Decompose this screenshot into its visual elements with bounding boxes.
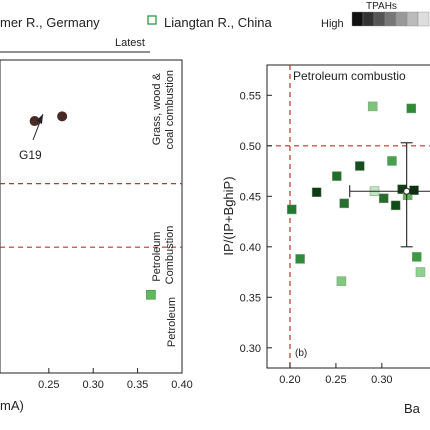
g19-arrowhead [36, 114, 43, 124]
gradient-title: TPAHs [366, 1, 397, 12]
legend-entry-germany: mer R., Germany [0, 15, 100, 30]
y-tick-label: 0.40 [240, 242, 261, 254]
y-tick-label: 0.30 [240, 343, 261, 355]
x-tick-label: 0.25 [38, 379, 59, 391]
region-label-petroleum-combustion-b: Petroleum combustio [293, 69, 406, 83]
china-point [287, 204, 297, 215]
y-tick-label: 0.50 [240, 141, 261, 153]
china-point [387, 156, 397, 166]
china-point [355, 161, 365, 171]
china-point [339, 198, 349, 209]
china-point [311, 187, 322, 198]
germany-point [57, 111, 68, 122]
legend-square-icon [147, 15, 157, 25]
gradient-swatch [373, 11, 386, 27]
tpah-gradient-bar [351, 11, 430, 27]
panel-a-x-axis: 0.25 0.30 0.35 0.40 [38, 368, 193, 391]
panel-b-frame [266, 64, 430, 369]
china-point [409, 185, 419, 195]
panel-a-frame [0, 59, 183, 374]
panel-a-points [29, 111, 156, 300]
x-tick-label: 0.40 [171, 379, 192, 391]
mean-errorbar [349, 142, 430, 248]
china-point [415, 267, 426, 277]
panel-b-xlabel: Ba [404, 401, 421, 416]
china-point [367, 101, 378, 112]
panel-a-xlabel: mA) [0, 398, 24, 413]
china-point [378, 193, 389, 204]
x-tick-label: 0.25 [325, 374, 346, 386]
china-point [390, 200, 401, 211]
y-tick-label: 0.55 [240, 90, 261, 102]
gradient-swatch [384, 11, 397, 27]
china-point [295, 254, 305, 264]
gradient-swatch [395, 11, 408, 27]
errorbar-mean [403, 187, 411, 195]
gradient-swatch [362, 11, 375, 27]
china-point [146, 289, 156, 300]
gradient-swatch [351, 11, 364, 27]
annotation-g19: G19 [19, 148, 42, 162]
germany-point [29, 116, 40, 127]
y-tick-label: 0.45 [240, 191, 261, 203]
y-tick-label: 0.35 [240, 292, 261, 304]
region-label-grass: Grass, wood & coal combustion [151, 70, 176, 150]
legend: mer R., Germany Liangtan R., China High … [0, 1, 430, 53]
panel-b: Petroleum combustio (b) 0.30 0.35 0.40 0.45… [221, 64, 430, 416]
x-tick-label: 0.30 [371, 374, 392, 386]
china-point [332, 171, 342, 181]
china-point [412, 252, 422, 262]
latest-label: Latest [115, 37, 145, 49]
panel-b-ylabel: IP/(IP+BghiP) [221, 176, 236, 255]
x-tick-label: 0.20 [279, 374, 300, 386]
region-label-petroleum-combustion: Petroleum Combustion [151, 226, 176, 285]
gradient-high-label: High [321, 18, 344, 30]
panel-b-axes: 0.30 0.35 0.40 0.45 0.50 0.55 0.20 0.25 0.30 [240, 90, 393, 386]
gradient-swatch [417, 11, 430, 27]
china-point [336, 276, 347, 286]
x-tick-label: 0.35 [127, 379, 148, 391]
x-tick-label: 0.30 [83, 379, 104, 391]
panel-b-label: (b) [295, 348, 307, 359]
panel-a: Grass, wood & coal combustion Petroleum … [0, 59, 193, 413]
legend-entry-china: Liangtan R., China [164, 15, 272, 30]
gradient-swatch [406, 11, 419, 27]
china-point [406, 103, 417, 114]
region-label-petroleum: Petroleum [166, 297, 178, 347]
